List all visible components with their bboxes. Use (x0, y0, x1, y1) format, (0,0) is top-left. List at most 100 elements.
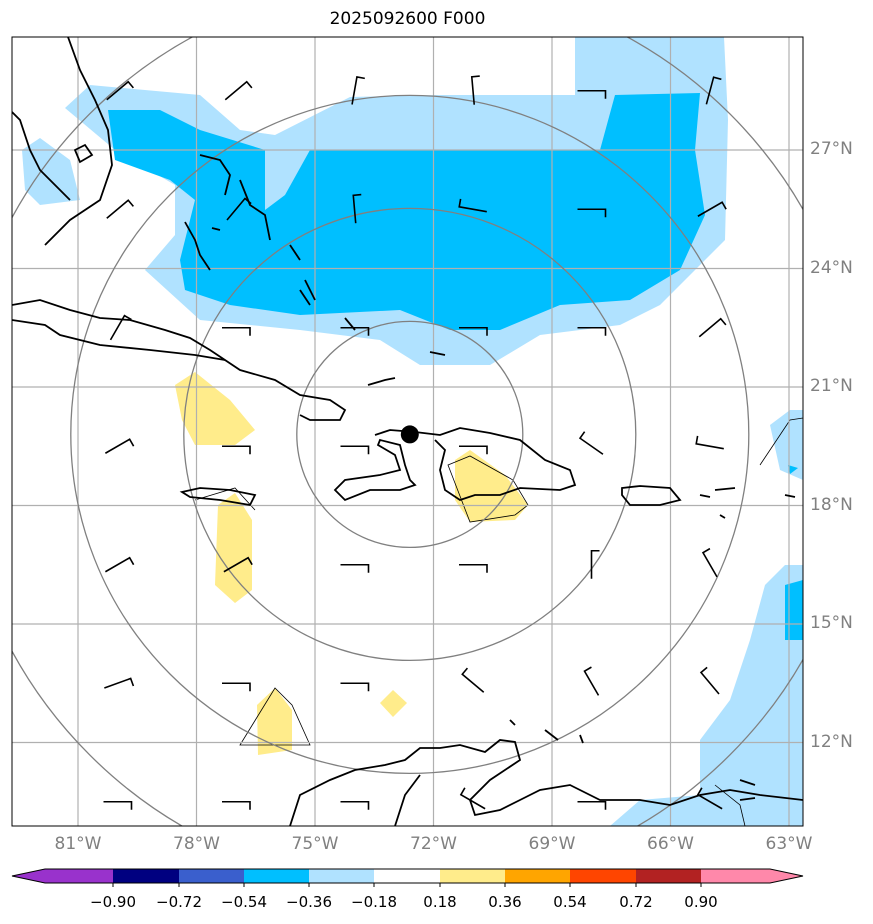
coast-florida (44, 37, 113, 246)
colorbar-segment (570, 869, 636, 883)
wind-barb (578, 431, 604, 455)
contour-yellow-4 (257, 688, 292, 755)
coast-bahamas (184, 154, 356, 331)
lon-label: 72°W (410, 834, 457, 854)
contour-light-blue-west (22, 138, 80, 205)
wind-barb (705, 76, 722, 105)
contour-yellow-3 (215, 493, 252, 603)
range-ring (183, 207, 637, 662)
wind-barb (697, 201, 727, 217)
wind-barb (583, 666, 600, 696)
colorbar-tick-label: 0.36 (488, 893, 522, 911)
wind-barb (109, 314, 132, 341)
contour-yellow-1 (175, 372, 255, 445)
wind-barb (222, 682, 251, 692)
wind-barb (226, 197, 252, 221)
wind-barb (458, 198, 487, 213)
lat-label: 15°N (810, 613, 853, 633)
coast-south-america (289, 739, 803, 826)
range-rings (12, 37, 803, 826)
coastlines (12, 37, 803, 826)
wind-barb (459, 563, 488, 573)
wind-barb (577, 326, 607, 336)
colorbar-tick-label: −0.36 (286, 893, 332, 911)
lat-label: 21°N (810, 376, 853, 396)
wind-barb (352, 193, 362, 224)
colorbar-extend-min (12, 869, 113, 883)
wind-barb (577, 89, 607, 99)
lon-label: 78°W (173, 834, 220, 854)
contour-cyan-east-small (788, 465, 798, 474)
colorbar-outline (11, 868, 804, 884)
wind-barb (577, 800, 607, 810)
wind-barb (695, 435, 724, 450)
colorbar-segment (113, 869, 179, 883)
wind-barb (223, 556, 253, 573)
colorbar-tick-label: −0.18 (351, 893, 397, 911)
wind-barb (459, 326, 488, 336)
center-marker (400, 425, 419, 444)
range-ring (296, 320, 524, 549)
lon-label: 75°W (291, 834, 339, 854)
colorbar-segment (309, 869, 374, 883)
wind-barb (351, 76, 365, 105)
wind-barb (698, 317, 727, 338)
wind-barb (340, 682, 370, 692)
colorbar-extend-max (701, 869, 803, 883)
wind-barb (104, 438, 135, 454)
colorbar-segment (636, 869, 701, 883)
figure-title: 2025092600 F000 (329, 9, 486, 29)
wind-barb (459, 445, 488, 455)
colorbar-tick-label: 0.18 (423, 893, 457, 911)
wind-barbs (103, 75, 727, 810)
coast-hispaniola (333, 427, 577, 502)
wind-barb (699, 666, 720, 695)
colorbar (11, 868, 804, 887)
contour-yellow-2 (455, 450, 528, 522)
contour-light-blue-southeast (610, 565, 803, 826)
lat-label: 18°N (810, 494, 853, 515)
wind-barb (104, 677, 135, 689)
lon-label: 81°W (54, 834, 102, 854)
colorbar-tick-label: 0.54 (553, 893, 587, 911)
lat-label: 12°N (810, 731, 853, 752)
wind-barb (103, 800, 133, 810)
range-ring (70, 94, 750, 775)
wind-barb (224, 80, 253, 101)
wind-barb (461, 667, 485, 693)
lon-label: 63°W (765, 834, 813, 854)
colorbar-tick-label: −0.72 (156, 893, 202, 911)
wind-barb (590, 549, 600, 579)
lat-label: 27°N (810, 139, 853, 159)
wind-barb (104, 556, 135, 573)
wind-barb (222, 326, 251, 336)
lon-label: 69°W (528, 834, 576, 854)
wind-barb (222, 445, 251, 455)
wind-barb (222, 800, 251, 810)
wind-barb (340, 445, 370, 455)
coast-jamaica (179, 487, 257, 506)
colorbar-segment (440, 869, 505, 883)
colorbar-tick-label: −0.90 (90, 893, 136, 911)
contour-cyan-southeast (785, 580, 803, 640)
wind-barb (340, 326, 370, 336)
colorbar-segment (244, 869, 309, 883)
map-frame (11, 36, 804, 827)
colorbar-tick-label: 0.90 (684, 893, 718, 911)
contour-light-blue-east (770, 410, 803, 480)
coast-puerto-rico (621, 485, 682, 506)
wind-barb (340, 800, 370, 810)
colorbar-segment (179, 869, 244, 883)
graticule (12, 37, 803, 826)
contour-cyan-north (108, 93, 705, 330)
colorbar-tick-label: 0.72 (619, 893, 653, 911)
lon-label: 66°W (647, 834, 694, 854)
colorbar-segment (505, 869, 570, 883)
lat-label: 24°N (810, 257, 853, 278)
colorbar-segment (374, 869, 440, 883)
wind-barb (701, 547, 718, 578)
wind-barb (470, 75, 480, 105)
contour-yellow-5 (380, 690, 407, 717)
